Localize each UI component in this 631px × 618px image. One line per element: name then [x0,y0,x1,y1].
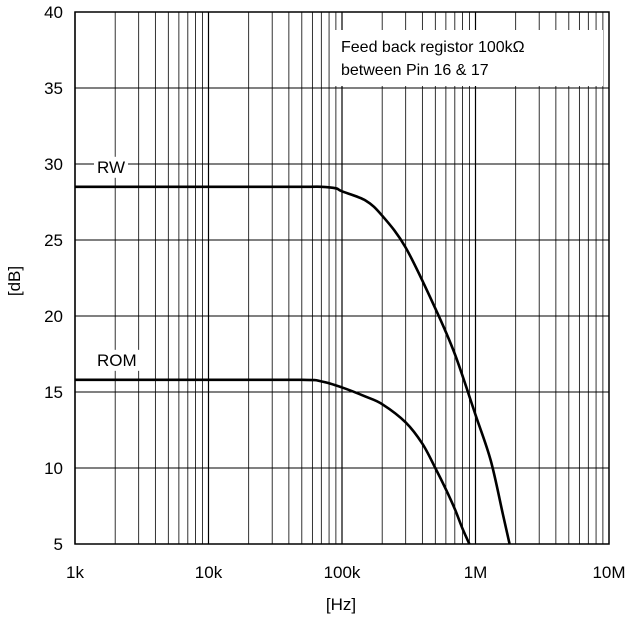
annotation-line-2: between Pin 16 & 17 [341,62,489,79]
annotation-background [335,30,603,86]
y-tick-label: 15 [44,383,63,402]
series-label-rom: ROM [97,351,137,370]
x-tick-label: 1M [464,563,488,582]
x-tick-label: 100k [324,563,361,582]
y-tick-label: 20 [44,307,63,326]
series-line-rw [74,185,511,545]
y-tick-label: 30 [44,155,63,174]
x-tick-label: 10M [592,563,625,582]
x-tick-label: 1k [66,563,84,582]
plot-border [74,11,610,545]
x-tick-label: 10k [195,563,223,582]
x-axis-label: [Hz] [326,595,356,614]
grid [74,11,609,545]
series-label-rw: RW [97,158,125,177]
series-line-rom [74,378,471,545]
y-tick-label: 25 [44,231,63,250]
y-tick-labels: 5 10 15 20 25 30 35 40 [44,3,63,554]
x-tick-labels: 1k 10k 100k 1M 10M [66,563,626,582]
y-tick-label: 5 [54,535,63,554]
series-label-bg [94,349,140,371]
y-tick-label: 10 [44,459,63,478]
annotation-line-1: Feed back registor 100kΩ [341,39,525,56]
series-labels: RW ROM [94,156,140,371]
curves [74,185,511,545]
series-label-bg [94,156,129,178]
y-axis-label: [dB] [5,266,24,296]
y-tick-label: 35 [44,79,63,98]
y-tick-label: 40 [44,3,63,22]
